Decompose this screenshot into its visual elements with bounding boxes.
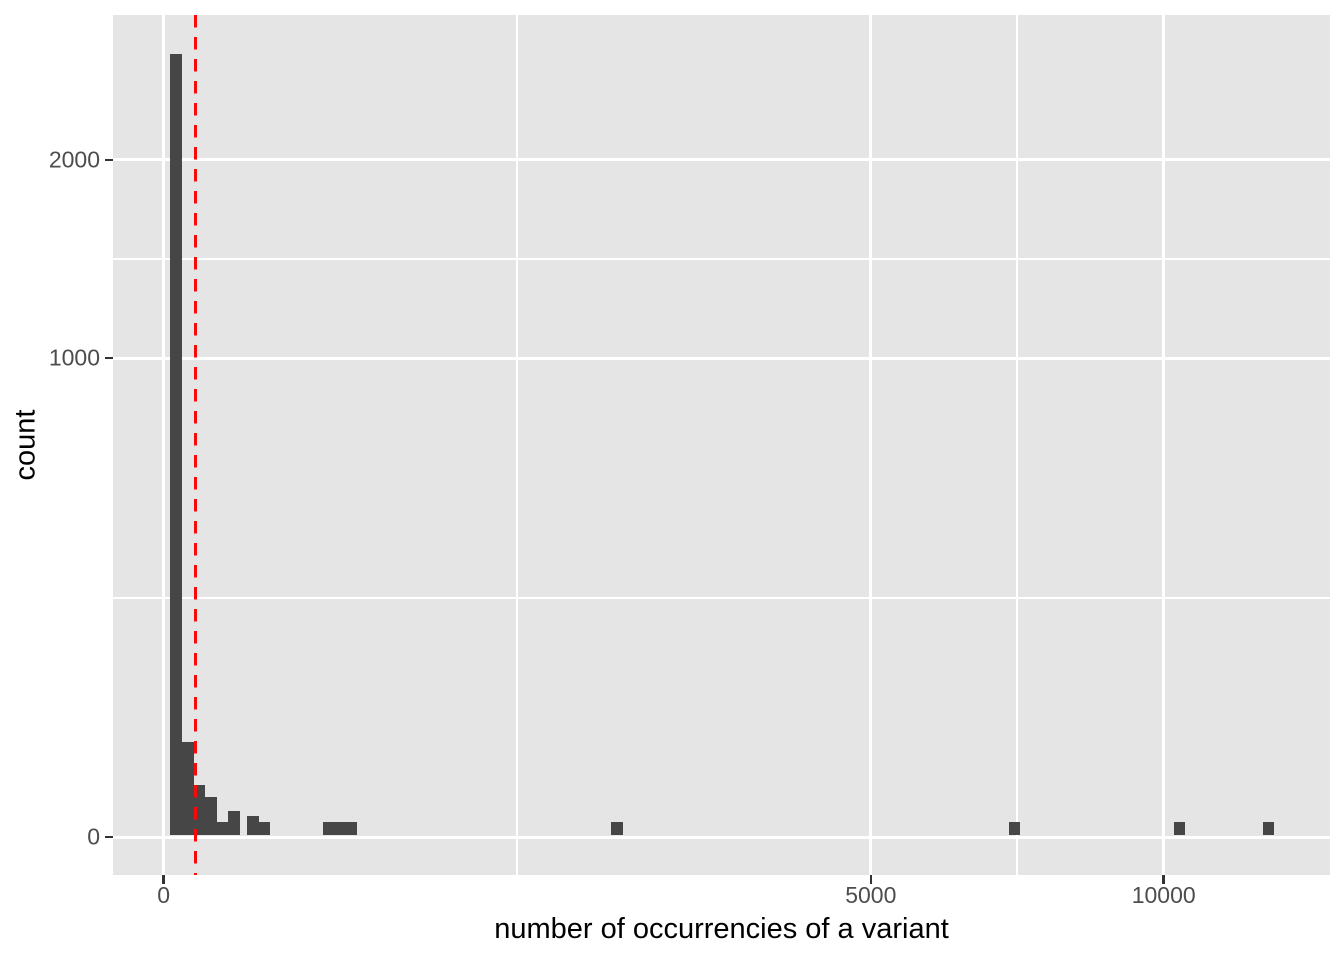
y-tick-label: 2000 [48, 146, 100, 173]
histogram-bar [193, 784, 205, 836]
y-tick-mark [104, 356, 113, 360]
histogram-bar [1263, 821, 1275, 836]
histogram-bar [182, 742, 194, 836]
y-tick-label: 0 [87, 823, 100, 850]
x-tick-label: 0 [157, 882, 171, 908]
histogram-bar [247, 815, 259, 836]
histogram-bar [216, 821, 228, 836]
x-axis-title: number of occurrencies of a variant [494, 913, 949, 945]
y-tick-mark [104, 835, 113, 839]
x-minor-gridline [516, 15, 519, 875]
x-tick-mark [1162, 875, 1165, 884]
histogram-bar [1008, 821, 1020, 836]
histogram-bar [323, 821, 357, 836]
x-major-gridline [162, 15, 166, 875]
y-axis-title: count [9, 409, 42, 481]
x-major-gridline [1162, 15, 1166, 875]
plot-panel [113, 15, 1330, 875]
y-tick-label: 1000 [48, 344, 100, 371]
y-minor-gridline [113, 596, 1330, 599]
x-tick-label: 10000 [1131, 882, 1196, 908]
x-minor-gridline [1016, 15, 1019, 875]
histogram-bar [258, 821, 270, 836]
reference-vline [193, 15, 197, 875]
x-tick-mark [162, 875, 165, 884]
y-minor-gridline [113, 258, 1330, 261]
x-major-gridline [869, 15, 873, 875]
histogram-bar [204, 796, 217, 836]
y-major-gridline [113, 835, 1330, 839]
y-tick-mark [104, 158, 113, 162]
y-major-gridline [113, 158, 1330, 162]
histogram-bar [610, 821, 624, 836]
x-tick-mark [869, 875, 873, 884]
x-tick-label: 5000 [845, 882, 897, 908]
histogram-bar [170, 53, 183, 836]
histogram-bar [1174, 821, 1186, 836]
histogram-bar [227, 810, 240, 836]
y-major-gridline [113, 356, 1330, 360]
